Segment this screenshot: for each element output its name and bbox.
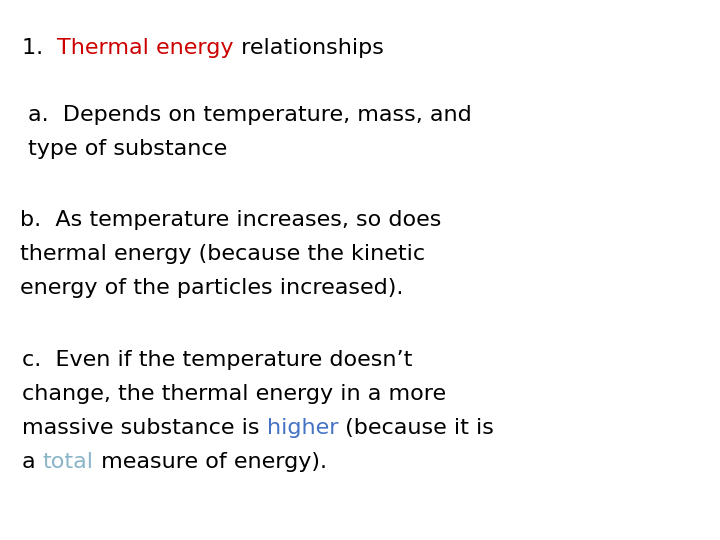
Text: change, the thermal energy in a more: change, the thermal energy in a more — [22, 384, 446, 404]
Text: type of substance: type of substance — [28, 139, 228, 159]
Text: 1.: 1. — [22, 38, 58, 58]
Text: Thermal energy: Thermal energy — [58, 38, 234, 58]
Text: energy of the particles increased).: energy of the particles increased). — [20, 278, 403, 298]
Text: measure of energy).: measure of energy). — [94, 452, 327, 472]
Text: c.  Even if the temperature doesn’t: c. Even if the temperature doesn’t — [22, 350, 413, 370]
Text: a.  Depends on temperature, mass, and: a. Depends on temperature, mass, and — [28, 105, 472, 125]
Text: (because it is: (because it is — [338, 418, 494, 438]
Text: a: a — [22, 452, 42, 472]
Text: b.  As temperature increases, so does: b. As temperature increases, so does — [20, 210, 441, 230]
Text: relationships: relationships — [234, 38, 384, 58]
Text: higher: higher — [266, 418, 338, 438]
Text: total: total — [42, 452, 94, 472]
Text: thermal energy (because the kinetic: thermal energy (because the kinetic — [20, 244, 425, 264]
Text: massive substance is: massive substance is — [22, 418, 266, 438]
